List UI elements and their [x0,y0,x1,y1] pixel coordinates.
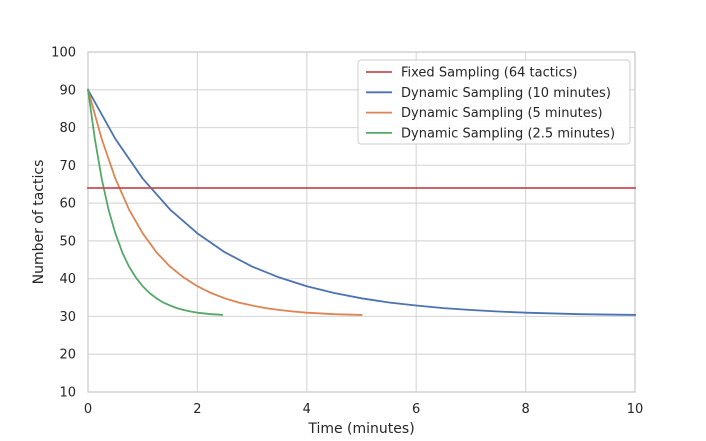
y-tick-label: 70 [59,159,76,174]
y-tick-label: 30 [59,310,76,325]
legend-entry: Dynamic Sampling (5 minutes) [401,106,603,121]
y-tick-label: 10 [59,386,76,401]
series-line [86,88,223,316]
series-line [86,88,636,316]
series-line [86,88,363,316]
plot-area [86,88,636,316]
legend: Fixed Sampling (64 tactics) Dynamic Sampl… [357,59,631,145]
y-tick-label: 90 [59,83,76,98]
y-tick-label: 20 [59,348,76,363]
x-tick-label: 2 [193,402,201,417]
x-tick-label: 6 [412,402,420,417]
y-tick-label: 50 [59,234,76,249]
y-tick-label: 40 [59,272,76,287]
x-axis-ticks: 0 2 4 6 8 10 [84,402,643,417]
legend-box [357,59,631,145]
x-axis-label: Time (minutes) [307,421,414,437]
x-tick-label: 10 [627,402,644,417]
legend-entry: Dynamic Sampling (2.5 minutes) [401,126,615,141]
legend-entry: Dynamic Sampling (10 minutes) [401,86,611,101]
y-axis-label: Number of tactics [31,160,47,285]
y-tick-label: 80 [59,121,76,136]
x-tick-label: 4 [303,402,311,417]
y-axis-ticks: 10 20 30 40 50 60 70 80 90 100 [51,46,76,401]
y-tick-label: 60 [59,197,76,212]
plot-frame [87,51,636,393]
x-tick-label: 0 [84,402,92,417]
legend-entry: Fixed Sampling (64 tactics) [401,66,577,81]
x-tick-label: 8 [521,402,529,417]
y-tick-label: 100 [51,46,76,61]
